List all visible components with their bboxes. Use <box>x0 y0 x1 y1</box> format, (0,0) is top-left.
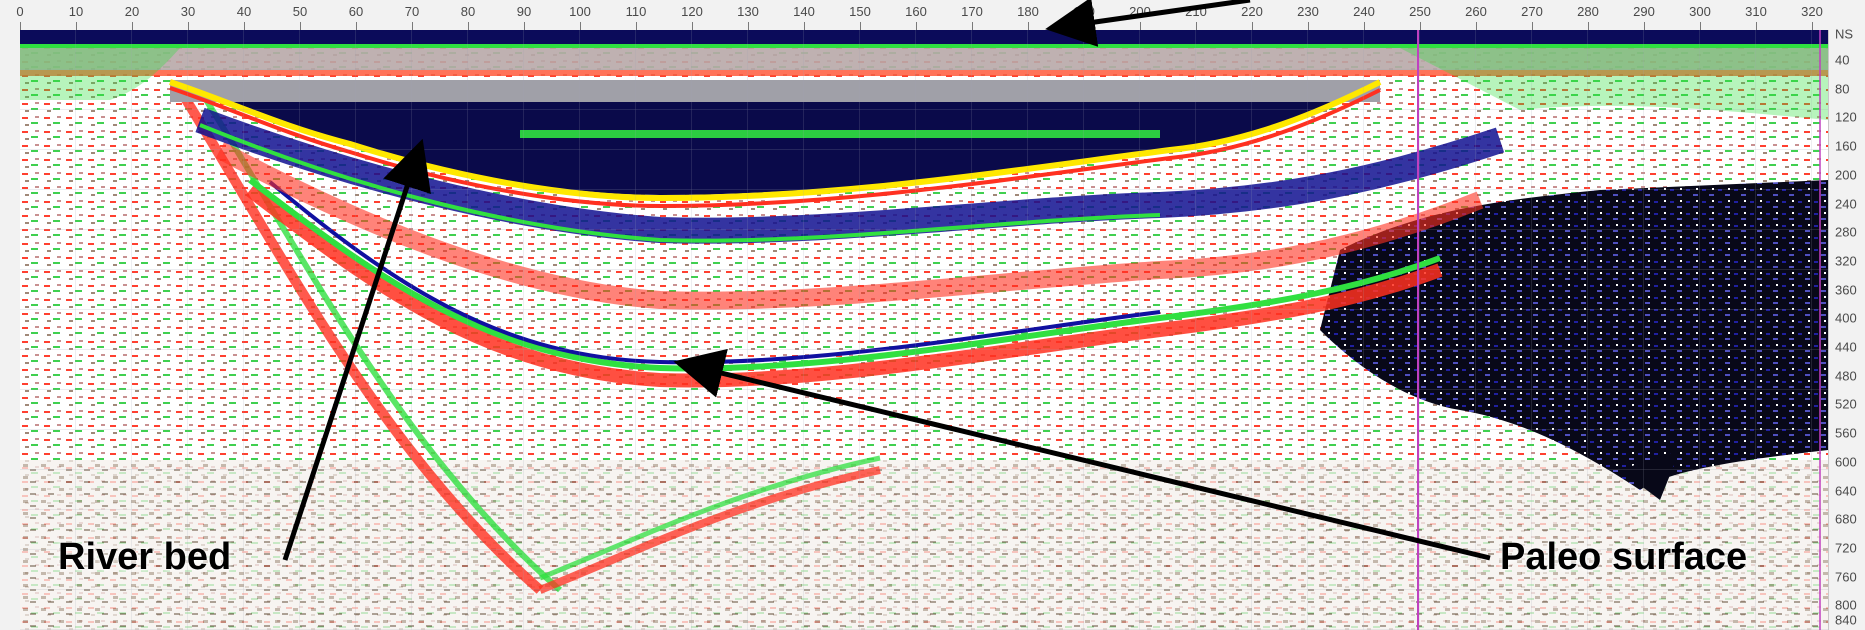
distance-tick-mark <box>972 22 973 30</box>
distance-tick-label: 150 <box>849 4 871 19</box>
distance-tick-label: 250 <box>1409 4 1431 19</box>
depth-tick-label: 640 <box>1835 483 1857 498</box>
distance-tick-label: 220 <box>1241 4 1263 19</box>
distance-tick-mark <box>916 22 917 30</box>
distance-tick-label: 190 <box>1073 4 1095 19</box>
distance-tick-label: 140 <box>793 4 815 19</box>
distance-tick-mark <box>692 22 693 30</box>
depth-unit-label: NS <box>1835 26 1854 42</box>
depth-tick-label: 360 <box>1835 282 1857 298</box>
distance-tick-mark <box>1084 22 1085 30</box>
distance-tick-mark <box>748 22 749 30</box>
depth-tick-label: 760 <box>1835 569 1857 585</box>
distance-tick-mark <box>20 22 21 30</box>
distance-tick-label: 170 <box>961 4 983 19</box>
depth-tick-label: 440 <box>1835 339 1857 355</box>
distance-tick-label: 0 <box>16 4 24 19</box>
distance-tick-mark <box>580 22 581 30</box>
depth-tick-label: 40 <box>1835 52 1850 68</box>
distance-tick-label: 300 <box>1689 4 1711 19</box>
depth-tick-label: 600 <box>1835 454 1857 470</box>
paleo-surface-label: Paleo surface <box>1500 536 1748 578</box>
distance-tick-label: 130 <box>737 4 759 19</box>
distance-tick-mark <box>1252 22 1253 30</box>
distance-tick-label: 290 <box>1633 4 1655 19</box>
distance-tick-mark <box>1532 22 1533 30</box>
distance-ruler: 0 10 20 30 40 50 60 70 80 90 100 110 120 130 140 150 160… <box>0 0 1865 31</box>
distance-tick-label: 70 <box>404 4 420 19</box>
distance-tick-mark <box>1700 22 1701 30</box>
distance-tick-mark <box>1588 22 1589 30</box>
depth-tick-label: 800 <box>1835 597 1857 613</box>
distance-tick-label: 180 <box>1017 4 1039 19</box>
distance-tick-mark <box>804 22 805 30</box>
depth-tick-label: 80 <box>1835 81 1850 97</box>
distance-tick-label: 50 <box>292 4 308 19</box>
distance-tick-label: 280 <box>1577 4 1599 19</box>
distance-tick-mark <box>1644 22 1645 30</box>
distance-tick-mark <box>524 22 525 30</box>
distance-tick-mark <box>468 22 469 30</box>
distance-tick-mark <box>300 22 301 30</box>
distance-tick-label: 200 <box>1129 4 1151 19</box>
distance-tick-label: 160 <box>905 4 927 19</box>
left-depth-ruler <box>0 30 21 630</box>
depth-ruler: NS 40 80 120 160 200 240 280 320 360 400 440 480 520 5… <box>1828 26 1865 630</box>
distance-tick-mark <box>1364 22 1365 30</box>
distance-tick-label: 80 <box>460 4 476 19</box>
distance-tick-label: 10 <box>68 4 84 19</box>
river-bed-label: River bed <box>58 536 232 578</box>
distance-tick-mark <box>1420 22 1421 30</box>
distance-tick-mark <box>1476 22 1477 30</box>
distance-tick-mark <box>132 22 133 30</box>
depth-tick-label: 320 <box>1835 253 1857 269</box>
depth-tick-label: 280 <box>1835 224 1857 240</box>
depth-tick-label: 720 <box>1835 540 1857 556</box>
depth-tick-label: 520 <box>1835 396 1857 412</box>
distance-tick-label: 120 <box>681 4 703 19</box>
depth-tick-label: 680 <box>1835 511 1857 527</box>
distance-tick-label: 320 <box>1801 4 1823 19</box>
distance-tick-mark <box>1196 22 1197 30</box>
distance-tick-mark <box>188 22 189 30</box>
distance-tick-mark <box>76 22 77 30</box>
depth-tick-label: 160 <box>1835 138 1857 154</box>
depth-tick-label: 200 <box>1835 167 1857 183</box>
distance-tick-label: 240 <box>1353 4 1375 19</box>
distance-tick-label: 310 <box>1745 4 1767 19</box>
distance-tick-label: 30 <box>180 4 196 19</box>
depth-tick-label: 480 <box>1835 368 1857 384</box>
distance-tick-label: 230 <box>1297 4 1319 19</box>
distance-tick-mark <box>1140 22 1141 30</box>
distance-tick-label: 210 <box>1185 4 1207 19</box>
depth-tick-label: 560 <box>1835 425 1857 441</box>
depth-tick-label: 240 <box>1835 196 1857 211</box>
distance-tick-mark <box>244 22 245 30</box>
depth-tick-label: 400 <box>1835 310 1857 326</box>
depth-tick-label: 840 <box>1835 612 1857 628</box>
distance-tick-label: 260 <box>1465 4 1487 19</box>
distance-tick-label: 40 <box>236 4 252 19</box>
distance-tick-label: 90 <box>516 4 532 19</box>
distance-tick-label: 270 <box>1521 4 1543 19</box>
distance-tick-label: 60 <box>348 4 364 19</box>
distance-tick-mark <box>1308 22 1309 30</box>
depth-tick-label: 120 <box>1835 109 1857 125</box>
distance-tick-mark <box>356 22 357 30</box>
distance-tick-label: 100 <box>569 4 591 19</box>
distance-tick-mark <box>1756 22 1757 30</box>
distance-tick-mark <box>1812 22 1813 30</box>
distance-tick-mark <box>636 22 637 30</box>
distance-tick-label: 110 <box>625 4 647 19</box>
distance-tick-label: 20 <box>124 4 140 19</box>
distance-tick-mark <box>1028 22 1029 30</box>
distance-tick-mark <box>860 22 861 30</box>
distance-tick-mark <box>412 22 413 30</box>
